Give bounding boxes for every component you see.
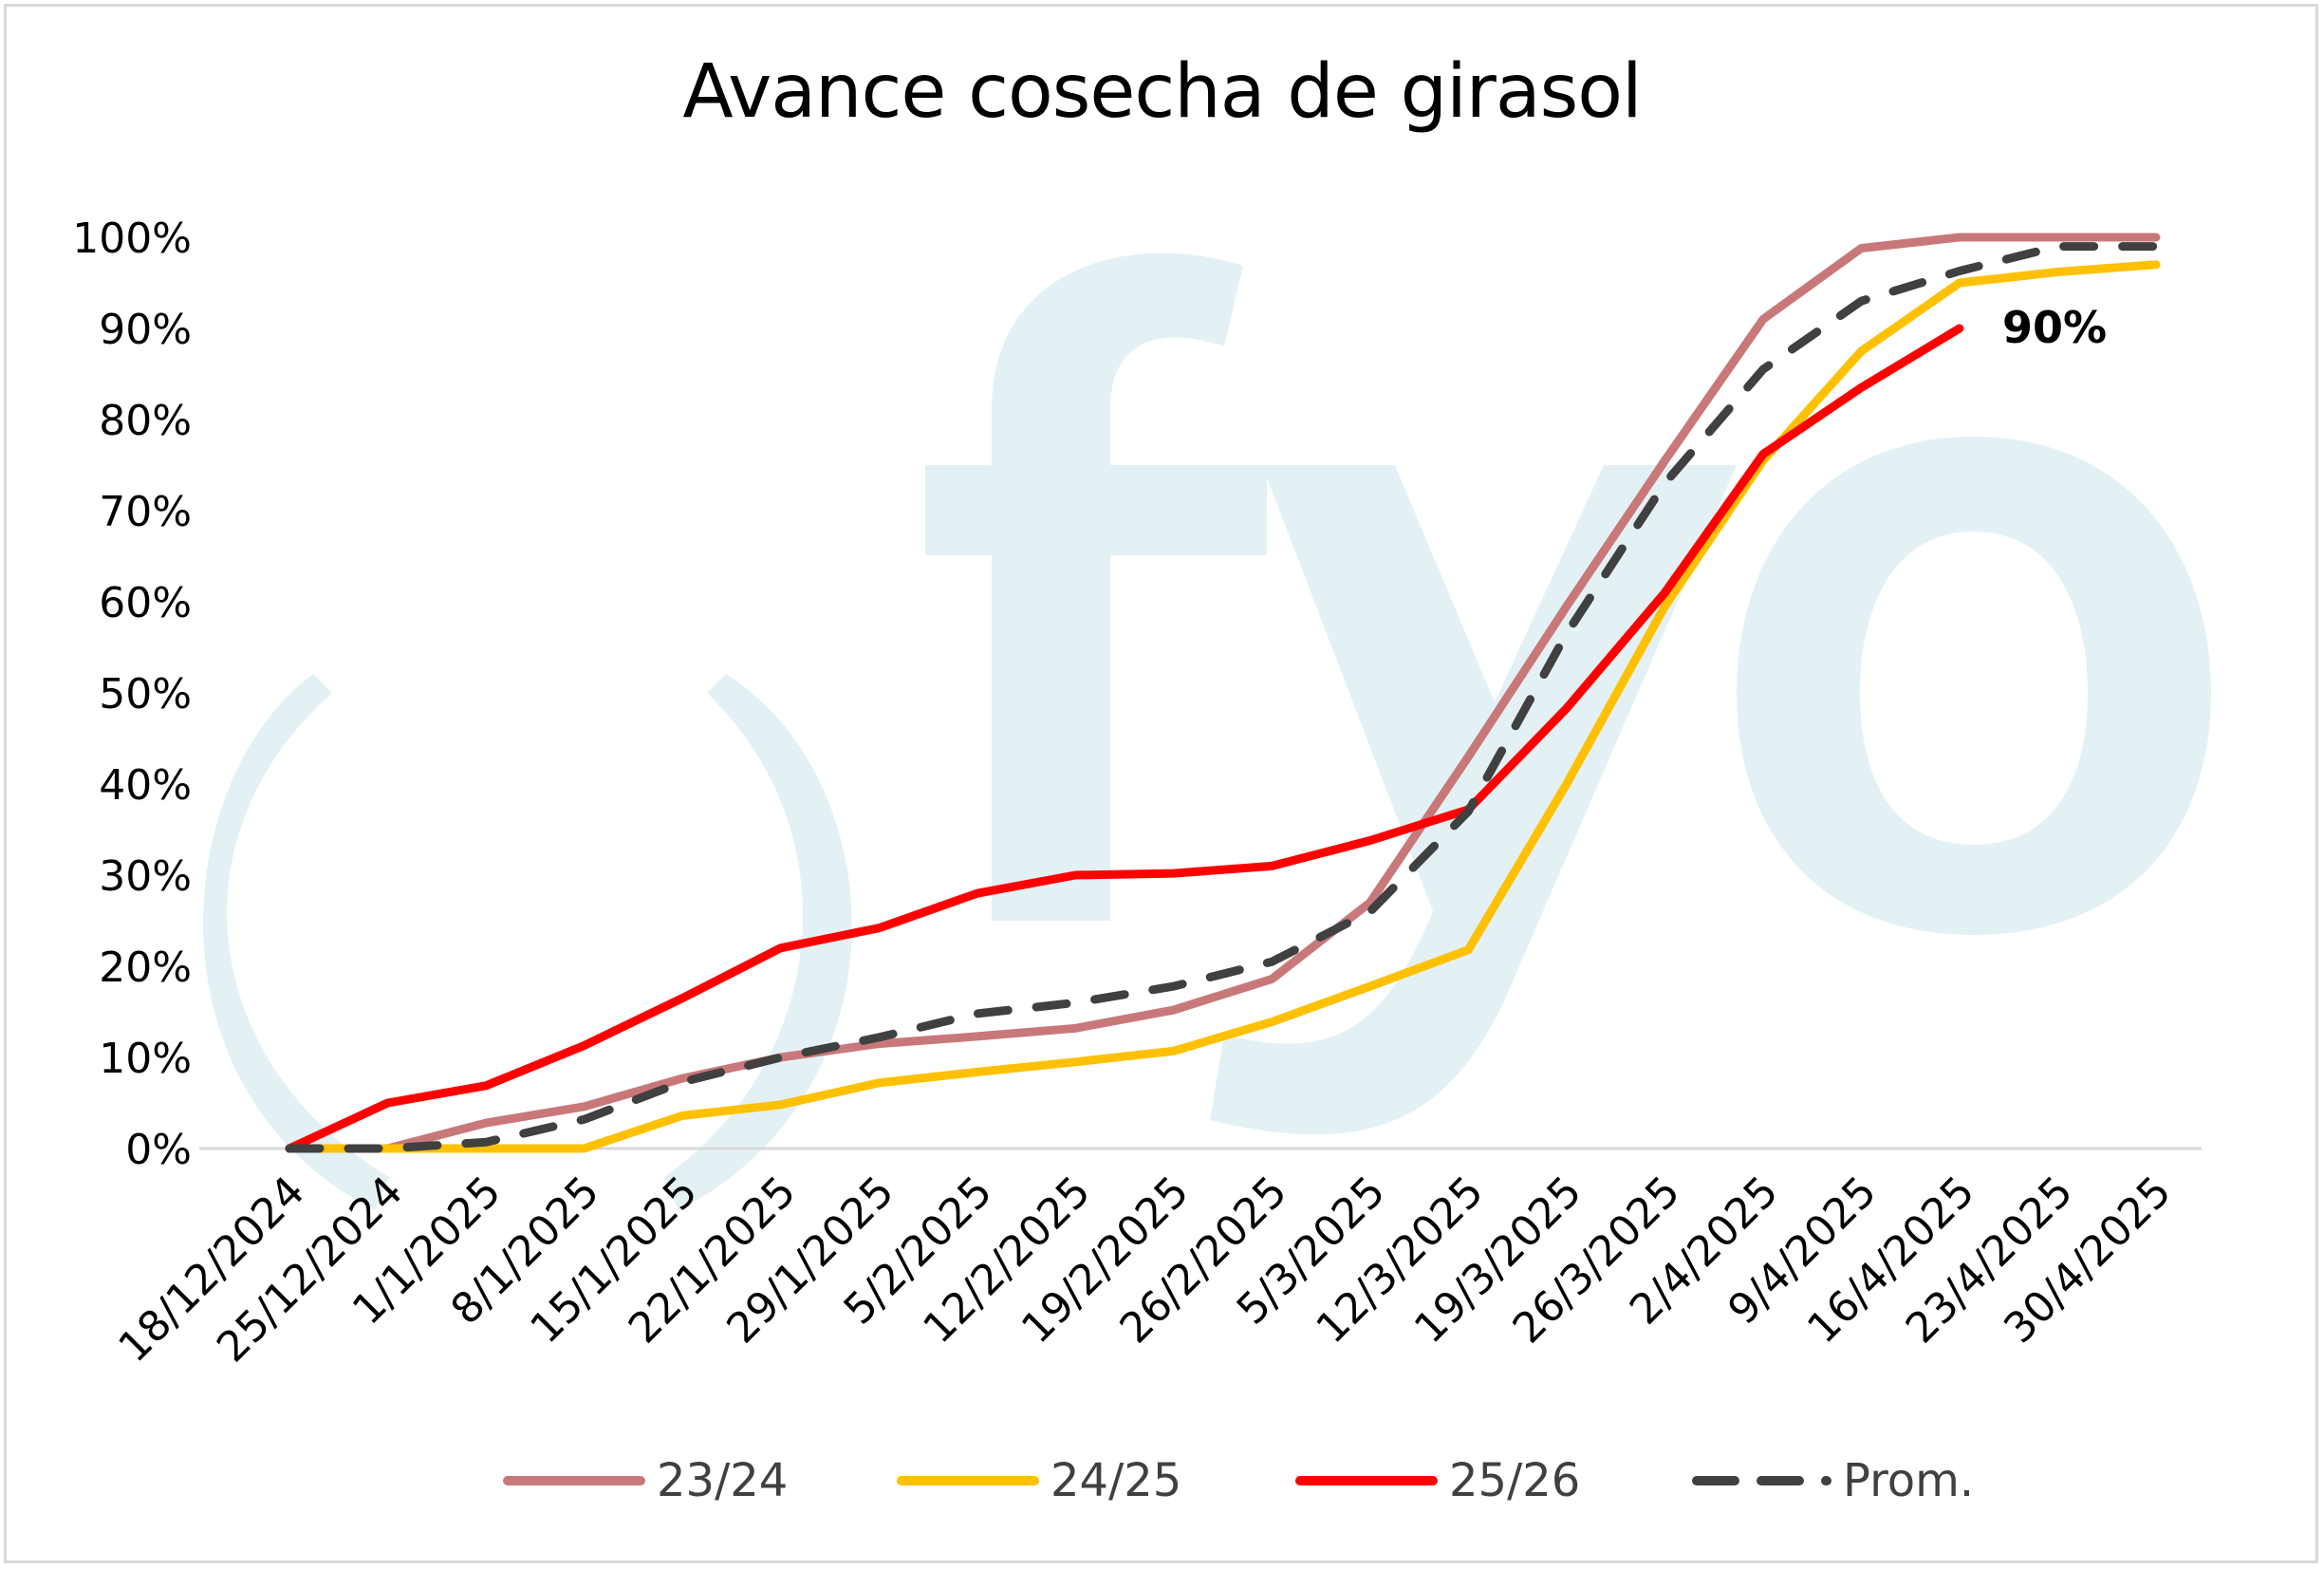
y-tick-label: 10% [99,1035,192,1083]
y-axis-ticks: 0% 10% 20% 30% 40% 50% 60% 70% 80% 90% 100% [72,215,192,1174]
series-layer [285,233,2161,1153]
legend-item-23-24: 23/24 [503,1443,788,1519]
legend-swatch-25-26 [1295,1476,1438,1485]
y-tick-label: 70% [99,488,192,536]
x-axis-ticks: 18/12/202425/12/20241/1/20258/1/202515/1… [109,1167,2180,1372]
legend-label-25-26: 25/26 [1449,1454,1581,1507]
legend-swatch-prom [1692,1476,1831,1485]
legend-label-23-24: 23/24 [657,1454,789,1507]
y-tick-label: 40% [99,761,192,810]
legend-item-24-25: 24/25 [897,1443,1181,1519]
y-tick-label: 60% [99,579,192,627]
series-line-23-24 [285,233,2161,1153]
fyo-watermark-logo [203,252,2211,1210]
series-line-25-26 [285,324,1964,1153]
legend-label-prom: Prom. [1843,1454,1975,1507]
annotation-layer: 90% [2002,302,2107,353]
series-line-prom [285,242,2161,1153]
legend-swatch-23-24 [503,1476,645,1485]
series-line-24-25 [285,260,2161,1153]
y-tick-label: 20% [99,943,192,992]
y-tick-label: 0% [125,1126,192,1174]
legend-swatch-24-25 [897,1476,1039,1485]
y-tick-label: 90% [99,306,192,354]
y-tick-label: 30% [99,852,192,901]
y-tick-label: 80% [99,397,192,445]
y-tick-label: 50% [99,670,192,719]
legend-item-prom: Prom. [1689,1443,1974,1519]
data-label-annotation: 90% [2002,302,2107,353]
legend-label-24-25: 24/25 [1050,1454,1182,1507]
legend-item-25-26: 25/26 [1295,1443,1580,1519]
y-tick-label: 100% [72,215,192,263]
chart-title: Avance cosecha de girasol [682,49,1642,135]
